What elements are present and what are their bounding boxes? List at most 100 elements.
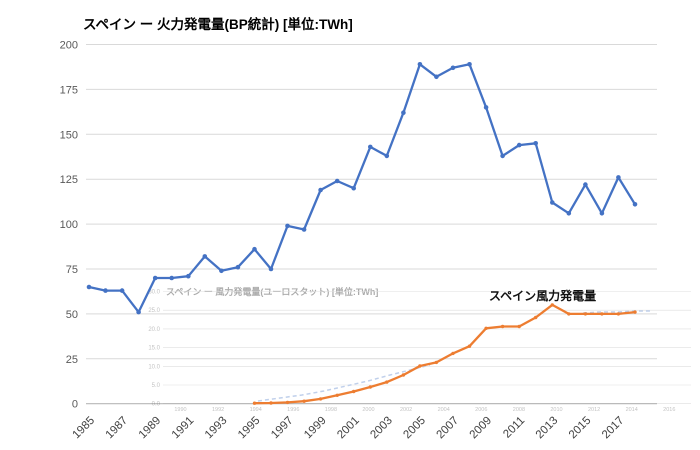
data-point-marker bbox=[418, 364, 422, 368]
ghost-dashed-line bbox=[582, 310, 652, 314]
y-tick-label: 25 bbox=[66, 354, 78, 366]
data-point-marker bbox=[517, 324, 521, 329]
data-point-marker bbox=[583, 312, 588, 316]
data-point-marker bbox=[351, 185, 357, 191]
data-point-marker bbox=[268, 266, 274, 272]
ghost-x-tick-label: 1994 bbox=[250, 407, 262, 413]
data-point-marker bbox=[368, 385, 372, 389]
x-tick-label: 2005 bbox=[401, 415, 428, 442]
x-tick-label: 2003 bbox=[368, 415, 395, 442]
data-point-marker bbox=[484, 326, 488, 330]
ghost-dashed-line bbox=[257, 364, 431, 402]
data-point-marker bbox=[633, 310, 637, 314]
series bbox=[86, 62, 638, 405]
ghost-y-tick-label: 5.0 bbox=[152, 383, 161, 389]
ghost-y-tick-label: 0.0 bbox=[152, 402, 161, 408]
data-point-marker bbox=[352, 389, 356, 394]
data-point-marker bbox=[434, 74, 439, 80]
x-tick-label: 1985 bbox=[71, 415, 98, 442]
data-point-marker bbox=[401, 373, 406, 377]
ghost-x-tick-label: 2008 bbox=[513, 407, 525, 413]
data-point-marker bbox=[600, 312, 604, 316]
data-point-marker bbox=[186, 273, 191, 279]
x-axis-labels: 1985 1987 1989 1991 1993 1995 1997 1999 2001 2003… bbox=[71, 415, 627, 442]
data-point-marker bbox=[417, 62, 423, 67]
data-point-marker bbox=[335, 393, 339, 397]
y-axis-labels: 0 25 50 75 100 125 150 175 200 bbox=[60, 40, 78, 411]
gridlines bbox=[86, 44, 657, 405]
data-point-marker bbox=[86, 284, 92, 290]
ghost-y-tick-label: 15.0 bbox=[148, 346, 160, 352]
ghost-x-tick-label: 1990 bbox=[174, 407, 186, 413]
data-point-marker bbox=[566, 211, 572, 216]
data-point-marker bbox=[483, 105, 489, 110]
ghost-x-tick-label: 2010 bbox=[550, 407, 562, 413]
data-point-marker bbox=[451, 351, 455, 356]
x-tick-label: 2009 bbox=[468, 415, 495, 442]
y-tick-label: 200 bbox=[60, 40, 78, 52]
ghost-x-tick-label: 2014 bbox=[626, 407, 638, 413]
chart-title: スペイン ー 火力発電量(BP統計) [単位:TWh] bbox=[83, 17, 353, 32]
x-tick-label: 2001 bbox=[335, 415, 362, 442]
data-point-marker bbox=[599, 211, 605, 216]
data-point-marker bbox=[119, 288, 125, 293]
y-tick-label: 50 bbox=[66, 309, 78, 321]
data-point-marker bbox=[616, 175, 621, 180]
y-tick-label: 125 bbox=[60, 174, 78, 186]
y-tick-label: 150 bbox=[60, 129, 78, 141]
ghost-x-tick-label: 2004 bbox=[438, 407, 450, 413]
data-point-marker bbox=[318, 397, 323, 401]
data-point-marker bbox=[567, 312, 571, 316]
data-point-marker bbox=[467, 344, 472, 348]
ghost-x-tick-label: 1998 bbox=[325, 407, 337, 413]
data-point-marker bbox=[534, 315, 538, 320]
data-point-marker bbox=[302, 399, 306, 403]
ghost-y-tick-label: 30.0 bbox=[148, 290, 160, 296]
y-tick-label: 100 bbox=[60, 219, 78, 231]
ghost-x-tick-label: 2002 bbox=[400, 407, 412, 413]
data-point-marker bbox=[616, 312, 621, 316]
data-point-marker bbox=[219, 268, 224, 274]
wind-series-annotation: スペイン風力発電量 bbox=[489, 288, 596, 303]
ghost-x-tick-label: 2000 bbox=[362, 407, 374, 413]
data-point-marker bbox=[550, 200, 555, 205]
data-point-marker bbox=[169, 275, 174, 281]
data-point-marker bbox=[583, 182, 588, 187]
thermal-line bbox=[87, 63, 637, 314]
data-point-marker bbox=[533, 141, 538, 146]
y-tick-label: 75 bbox=[66, 264, 78, 276]
x-tick-label: 1989 bbox=[137, 415, 164, 442]
data-point-marker bbox=[500, 153, 505, 159]
ghost-x-tick-label: 1992 bbox=[212, 407, 224, 413]
data-point-marker bbox=[385, 380, 389, 384]
data-point-marker bbox=[550, 303, 554, 307]
data-point-marker bbox=[285, 223, 290, 229]
data-point-marker bbox=[500, 324, 505, 329]
ghost-x-tick-label: 2006 bbox=[475, 407, 487, 413]
data-point-marker bbox=[301, 227, 307, 232]
data-point-marker bbox=[434, 360, 439, 365]
x-tick-label: 1997 bbox=[269, 415, 296, 442]
data-point-marker bbox=[103, 288, 108, 293]
data-point-marker bbox=[632, 202, 638, 207]
ghost-x-tick-label: 2016 bbox=[663, 407, 675, 413]
ghost-y-tick-label: 20.0 bbox=[148, 327, 160, 333]
data-point-marker bbox=[252, 246, 257, 252]
x-tick-label: 1991 bbox=[170, 415, 197, 442]
x-tick-label: 1993 bbox=[203, 415, 230, 442]
x-tick-label: 2015 bbox=[567, 415, 594, 442]
data-point-marker bbox=[368, 144, 373, 150]
data-point-marker bbox=[450, 65, 456, 71]
data-point-marker bbox=[401, 110, 406, 115]
x-tick-label: 2007 bbox=[435, 415, 462, 442]
ghost-x-tick-label: 2012 bbox=[588, 407, 600, 413]
y-tick-label: 0 bbox=[72, 399, 78, 411]
data-point-marker bbox=[318, 187, 323, 193]
x-tick-label: 2017 bbox=[600, 415, 627, 442]
data-point-marker bbox=[152, 275, 158, 281]
x-tick-label: 2013 bbox=[534, 415, 561, 442]
ghost-y-tick-label: 25.0 bbox=[148, 308, 160, 314]
data-point-marker bbox=[467, 62, 472, 67]
